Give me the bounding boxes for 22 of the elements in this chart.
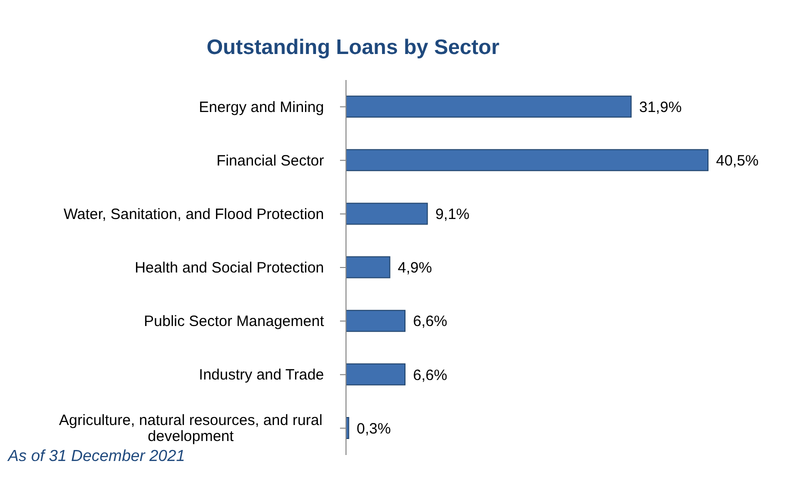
y-tick-label: Industry and Trade [198,366,324,384]
y-tick-label: Agriculture, natural resources, and rural development [59,412,322,445]
y-tick-label: Health and Social Protection [134,259,324,276]
text: As of 31 December 2021 [8,448,185,466]
bar [346,363,406,386]
y-tick-label: Public Sector Management [144,312,325,330]
y-tick-label: Water, Sanitation, and Flood Protection [64,205,324,222]
bar [346,202,428,225]
data-label: 0,3% [356,420,391,438]
data-label: 40,5% [716,152,759,170]
data-label: 9,1% [435,206,470,224]
bar [346,96,632,118]
bar [346,149,708,172]
y-tick-label: Financial Sector [216,152,324,169]
chart-title: Outstanding Loans by Sector [206,36,500,60]
data-label: 31,9% [639,98,682,116]
data-label: 6,6% [412,313,448,330]
data-label: 4,9% [398,260,432,277]
bar [346,310,406,332]
data-label: 6,6% [412,366,448,384]
bar [346,256,390,278]
y-tick-label: Energy and Mining [198,98,324,116]
